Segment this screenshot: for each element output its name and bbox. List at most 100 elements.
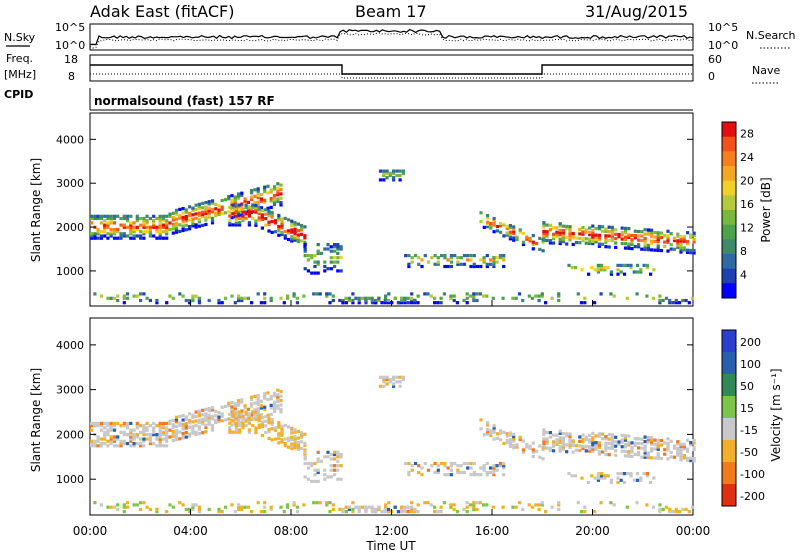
heatmap-cell xyxy=(614,444,618,448)
heatmap-cell xyxy=(244,410,248,414)
heatmap-cell xyxy=(139,507,143,511)
heatmap-cell xyxy=(269,507,273,511)
heatmap-cell xyxy=(492,262,496,266)
heatmap-cell xyxy=(99,428,103,432)
heatmap-cell xyxy=(446,466,450,470)
heatmap-cell xyxy=(197,298,201,303)
heatmap-cell xyxy=(561,237,565,241)
heatmap-cell xyxy=(603,268,607,272)
heatmap-cell xyxy=(462,507,466,511)
heatmap-cell xyxy=(485,461,489,466)
heatmap-cell xyxy=(316,457,320,461)
heatmap-cell xyxy=(129,428,133,432)
heatmap-cell xyxy=(373,298,378,303)
heatmap-cell xyxy=(254,428,258,432)
heatmap-cell xyxy=(106,223,110,227)
heatmap-cell xyxy=(109,428,113,432)
heatmap-cell xyxy=(329,468,333,472)
heatmap-cell xyxy=(99,503,103,507)
heatmap-cell xyxy=(231,412,235,416)
heatmap-cell xyxy=(240,298,244,303)
heatmap-cell xyxy=(449,461,453,466)
heatmap-cell xyxy=(384,296,388,300)
heatmap-cell xyxy=(682,445,686,449)
heatmap-cell xyxy=(515,235,519,239)
heatmap-cell xyxy=(300,446,304,451)
heatmap-cell xyxy=(293,227,297,231)
heatmap-cell xyxy=(650,442,654,446)
heatmap-cell xyxy=(486,225,490,229)
heatmap-cell xyxy=(93,421,97,425)
heatmap-cell xyxy=(672,444,677,448)
heatmap-cell xyxy=(279,390,283,394)
heatmap-cell xyxy=(122,503,126,507)
heatmap-cell xyxy=(392,382,396,386)
heatmap-cell xyxy=(230,407,234,411)
heatmap-cell xyxy=(197,414,201,418)
heatmap-cell xyxy=(234,430,238,434)
heatmap-cell xyxy=(643,232,647,236)
heatmap-cell xyxy=(178,501,182,505)
heatmap-cell xyxy=(679,442,683,446)
heatmap-cell xyxy=(263,296,267,300)
heatmap-cell xyxy=(409,510,413,514)
heatmap-cell xyxy=(269,403,273,407)
heatmap-cell xyxy=(604,437,608,441)
heatmap-cell xyxy=(400,505,404,509)
heatmap-cell xyxy=(168,419,172,423)
heatmap-cell xyxy=(197,510,201,514)
heatmap-cell xyxy=(194,225,198,229)
heatmap-cell xyxy=(416,503,420,507)
heatmap-cell xyxy=(155,424,159,428)
heatmap-cell xyxy=(279,296,283,300)
heatmap-cell xyxy=(129,421,133,425)
heatmap-cell xyxy=(423,292,427,296)
heatmap-cell xyxy=(502,256,506,260)
heatmap-cell xyxy=(112,439,117,443)
heatmap-cell xyxy=(302,503,306,507)
heatmap-cell xyxy=(300,223,304,228)
heatmap-cell xyxy=(610,442,614,446)
heatmap-cell xyxy=(303,247,307,251)
heatmap-cell xyxy=(296,233,300,237)
heatmap-cell xyxy=(227,401,231,405)
heatmap-cell xyxy=(486,423,490,427)
heatmap-cell xyxy=(99,421,103,425)
heatmap-cell xyxy=(610,225,614,229)
heatmap-cell xyxy=(158,234,162,238)
heatmap-cell xyxy=(161,230,166,234)
heatmap-cell xyxy=(254,206,258,210)
heatmap-cell xyxy=(93,501,97,505)
heatmap-cell xyxy=(122,439,126,443)
heatmap-cell xyxy=(254,219,258,223)
heatmap-cell xyxy=(188,507,192,511)
colorbar-tick-label: 24 xyxy=(740,151,754,164)
heatmap-cell xyxy=(238,207,242,212)
heatmap-cell xyxy=(194,207,198,212)
heatmap-cell xyxy=(656,452,660,456)
heatmap-cell xyxy=(148,216,152,221)
heatmap-cell xyxy=(191,420,195,424)
heatmap-cell xyxy=(666,234,670,238)
heatmap-cell xyxy=(112,214,117,218)
heatmap-cell xyxy=(188,434,192,438)
heatmap-cell xyxy=(145,426,149,430)
heatmap-cell xyxy=(256,409,260,413)
heatmap-cell xyxy=(171,224,175,229)
heatmap-cell xyxy=(357,507,361,511)
heatmap-cell xyxy=(367,296,371,300)
heatmap-cell xyxy=(256,200,260,204)
heatmap-cell xyxy=(541,249,545,253)
heatmap-cell xyxy=(287,218,291,222)
heatmap-cell xyxy=(514,505,518,509)
heatmap-cell xyxy=(541,457,545,461)
heatmap-cell xyxy=(600,268,604,272)
heatmap-cell xyxy=(370,505,374,509)
heatmap-cell xyxy=(495,464,499,468)
heatmap-cell xyxy=(243,296,247,300)
heatmap-cell xyxy=(583,296,587,300)
heatmap-cell xyxy=(293,232,297,236)
heatmap-cell xyxy=(266,398,270,402)
heatmap-cell xyxy=(188,425,192,429)
